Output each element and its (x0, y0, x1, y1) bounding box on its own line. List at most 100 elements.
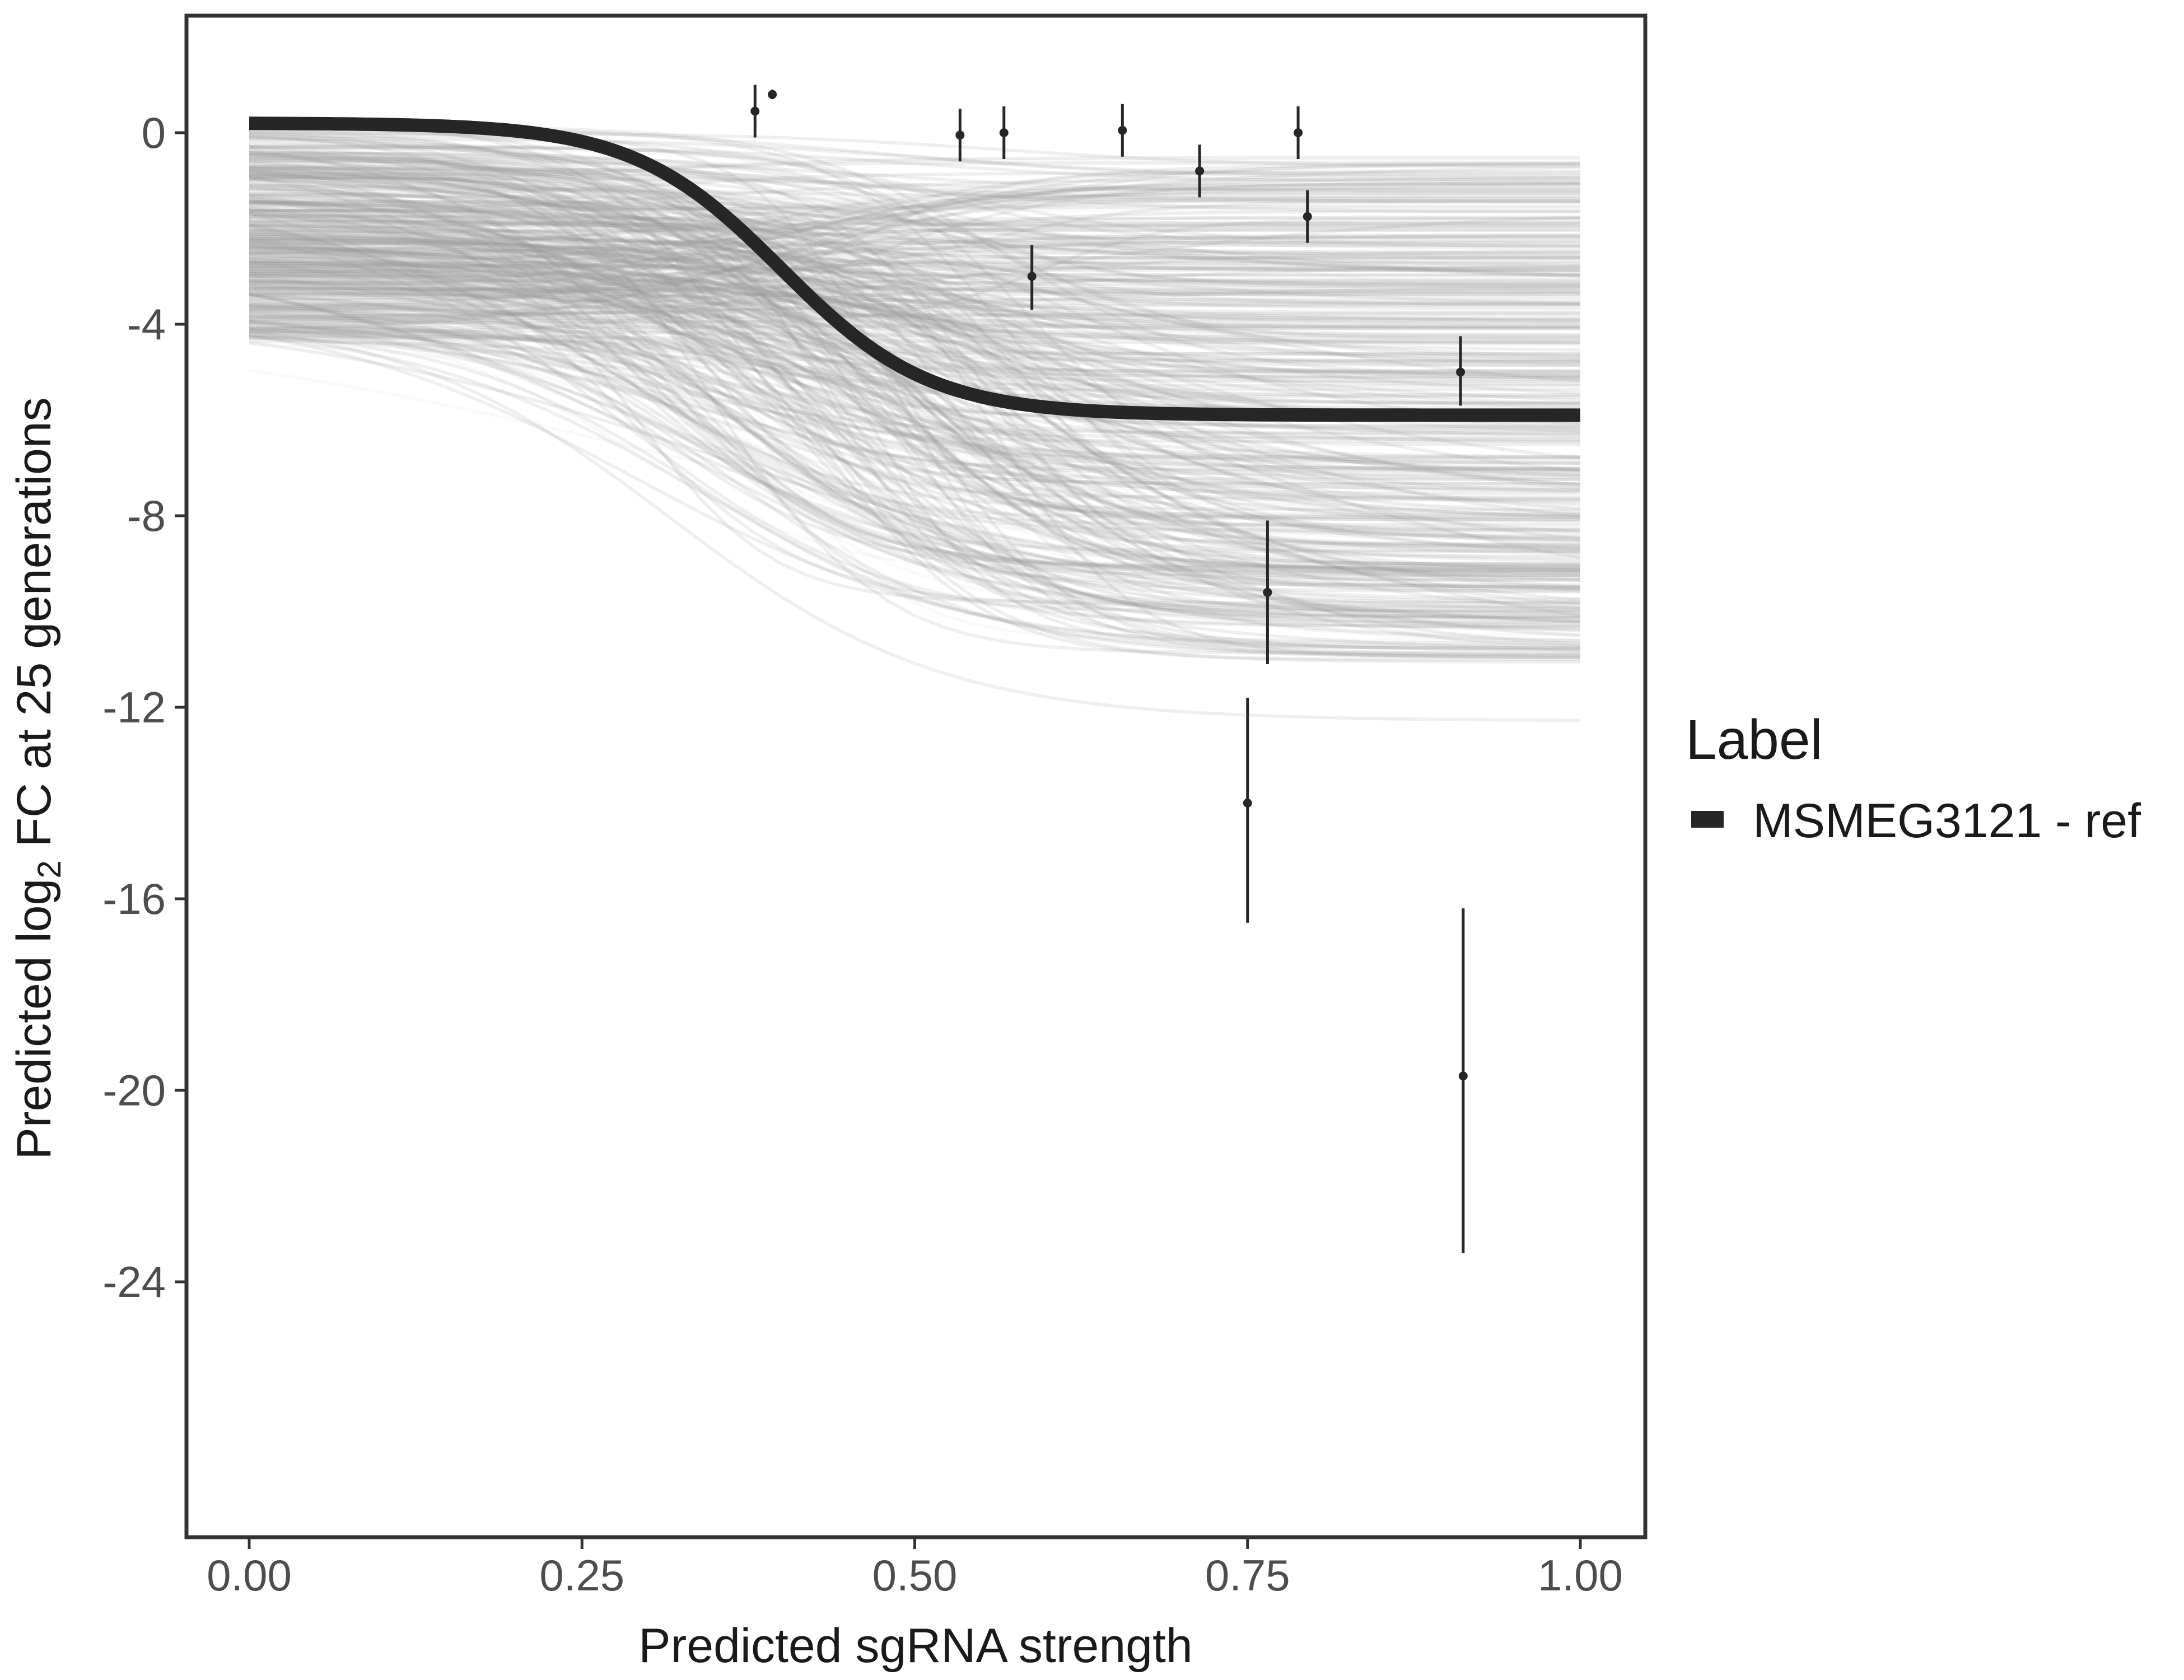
draw-line (249, 297, 1580, 319)
draw-line (249, 177, 1581, 264)
draw-line (249, 240, 1580, 608)
point-marker (1458, 1071, 1468, 1081)
draw-line (249, 286, 1581, 322)
draw-line (249, 198, 1581, 358)
draw-line (249, 256, 1580, 546)
draw-line (249, 151, 1580, 259)
draw-line (249, 215, 1581, 409)
draw-line (249, 158, 1580, 260)
draw-line (249, 238, 1580, 516)
draw-line (249, 217, 1581, 514)
y-axis-title: Predicted log2 FC at 25 generations (7, 397, 68, 1159)
draw-line (249, 204, 1580, 228)
draw-line (249, 161, 1581, 272)
draw-line (249, 326, 1580, 655)
draw-line (249, 211, 1581, 642)
draw-line (249, 233, 1581, 255)
draw-line (249, 232, 1581, 405)
draw-line (249, 143, 1581, 247)
draw-line (249, 213, 1581, 257)
y-axis-title-subscript: 2 (31, 860, 68, 878)
draw-line (249, 278, 1580, 288)
draw-line (249, 248, 1580, 611)
draw-line (249, 293, 1580, 477)
draw-line (249, 130, 1581, 619)
draw-line (249, 203, 1581, 643)
point-marker (1027, 272, 1037, 281)
draw-line (249, 226, 1581, 605)
draw-line (249, 144, 1580, 184)
draw-line (249, 320, 1580, 512)
draw-line (249, 265, 1581, 313)
draw-line (249, 181, 1581, 331)
draw-line (249, 191, 1580, 251)
draw-line (249, 196, 1580, 269)
draw-line (249, 310, 1580, 481)
draw-line (249, 281, 1580, 344)
draw-line (249, 199, 1581, 518)
draw-line (249, 302, 1581, 660)
draw-line (249, 174, 1580, 236)
point-marker (955, 130, 965, 140)
draw-line (249, 260, 1581, 618)
legend-label: MSMEG3121 - ref (1753, 794, 2141, 848)
draw-line (249, 250, 1581, 295)
draw-line (249, 285, 1581, 318)
data-point (1294, 106, 1303, 160)
draw-line (249, 255, 1580, 303)
draw-line (249, 239, 1581, 563)
draw-line (249, 264, 1581, 548)
draw-line (249, 245, 1581, 550)
draw-line (249, 165, 1580, 553)
draw-line (249, 269, 1580, 340)
draw-line (249, 161, 1580, 179)
draw-line (249, 234, 1580, 328)
draw-line (249, 275, 1580, 356)
draw-line (249, 274, 1580, 306)
data-point (1243, 697, 1252, 923)
data-point (1118, 104, 1127, 157)
draw-line (249, 242, 1581, 395)
draw-line (249, 145, 1580, 162)
draw-line (249, 151, 1580, 293)
draw-line (249, 176, 1580, 650)
draw-line (249, 181, 1580, 568)
draw-line (249, 281, 1581, 620)
draw-line (249, 166, 1581, 487)
draw-line (249, 176, 1581, 212)
point-marker (1243, 799, 1252, 808)
x-tick-label: 1.00 (1538, 1551, 1623, 1600)
draw-line (249, 235, 1580, 619)
draw-line (249, 185, 1581, 460)
draw-line (249, 130, 1581, 248)
draw-line (249, 213, 1581, 277)
draw-line (249, 139, 1581, 573)
data-point (1195, 144, 1205, 198)
draw-line (249, 206, 1581, 338)
draw-line (249, 287, 1580, 519)
draw-line (249, 245, 1581, 362)
draw-line (249, 152, 1581, 645)
draw-line (249, 274, 1580, 587)
point-marker (1294, 128, 1303, 137)
draw-line (249, 228, 1581, 465)
draw-line (249, 205, 1580, 212)
draw-line (249, 300, 1580, 577)
draw-line (249, 236, 1580, 310)
draw-line (249, 134, 1580, 618)
draw-line (249, 167, 1580, 203)
draw-line (249, 199, 1580, 297)
draw-line (249, 283, 1580, 372)
draw-line (249, 211, 1581, 658)
draw-line (249, 269, 1580, 405)
draw-line (249, 178, 1580, 557)
draw-line (249, 282, 1580, 459)
draw-line (249, 236, 1580, 270)
plot-background (186, 16, 1645, 1537)
draw-line (249, 194, 1580, 240)
draw-line (249, 319, 1581, 576)
draw-line (249, 212, 1581, 520)
draw-line (249, 165, 1580, 296)
draw-line (249, 183, 1581, 232)
draw-line (249, 177, 1580, 338)
